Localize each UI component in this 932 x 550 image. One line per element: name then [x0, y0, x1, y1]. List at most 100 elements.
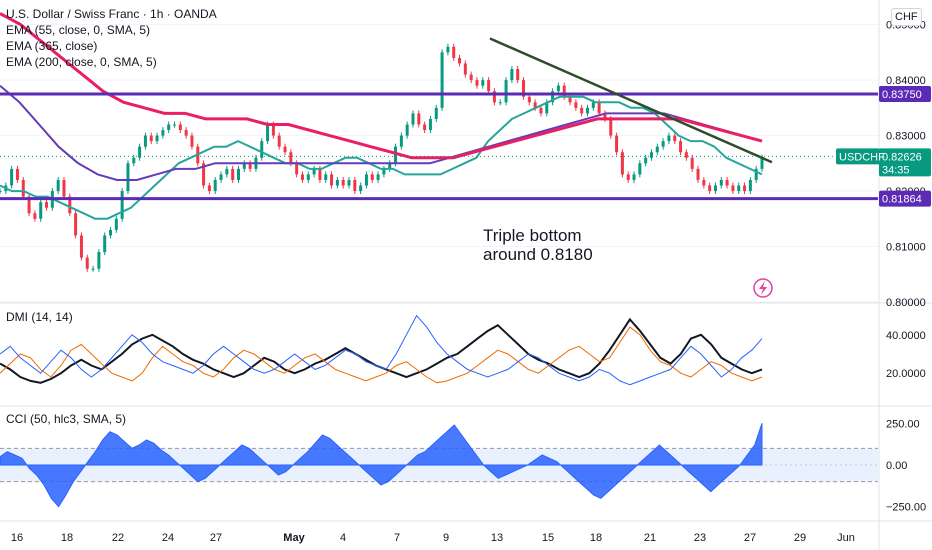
candle-body	[120, 191, 124, 219]
candle-body	[539, 107, 543, 114]
x-tick-label: 27	[744, 532, 756, 544]
candle-body	[132, 157, 136, 164]
candle-body	[719, 179, 723, 186]
dmi-y-tick-label: 40.0000	[886, 330, 926, 342]
candle-body	[248, 163, 252, 169]
y-tick-label: 0.83000	[886, 131, 926, 143]
candle-body	[638, 163, 642, 175]
candle-body	[283, 146, 287, 153]
x-tick-label: 4	[340, 532, 346, 544]
candle-body	[178, 124, 182, 131]
candle-body	[696, 168, 700, 180]
dmi-di_plus-line	[0, 326, 763, 384]
candle-body	[15, 168, 19, 180]
candle-body	[318, 168, 322, 180]
candle-body	[184, 130, 188, 136]
cci-y-tick-label: 250.00	[886, 418, 920, 430]
cci-area	[0, 423, 763, 508]
x-tick-label: 24	[162, 532, 174, 544]
candle-body	[399, 135, 403, 147]
candle-body	[103, 235, 107, 253]
candle-body	[475, 80, 479, 86]
candle-body	[597, 102, 601, 114]
candle-body	[330, 174, 334, 186]
candle-body	[737, 185, 741, 192]
x-tick-label: 9	[443, 532, 449, 544]
candle-body	[341, 179, 345, 186]
candle-body	[487, 80, 491, 92]
candle-body	[45, 202, 49, 208]
candle-body	[498, 102, 502, 104]
candle-body	[626, 174, 630, 180]
candle-body	[609, 118, 613, 136]
candle-body	[434, 107, 438, 119]
candle-body	[446, 46, 450, 53]
candle-body	[725, 179, 729, 186]
candle-body	[364, 174, 368, 186]
x-tick-label: 18	[61, 532, 73, 544]
candle-body	[114, 218, 118, 230]
candle-body	[382, 168, 386, 175]
cci-title[interactable]: CCI (50, hlc3, SMA, 5)	[6, 412, 127, 426]
candle-body	[27, 196, 31, 214]
x-tick-label: 29	[794, 532, 806, 544]
candle-body	[207, 185, 211, 192]
candle-body	[458, 57, 462, 64]
candle-body	[760, 157, 764, 169]
candle-body	[231, 168, 235, 180]
candle-body	[568, 96, 572, 103]
x-tick-label: 7	[394, 532, 400, 544]
lightning-icon-ring	[753, 278, 773, 298]
candle-body	[161, 130, 165, 136]
candle-body	[353, 179, 357, 192]
candle-body	[97, 252, 101, 269]
candle-body	[219, 174, 223, 180]
indicator-ema55-label[interactable]: EMA (55, close, 0, SMA, 5)	[6, 23, 151, 37]
candle-body	[591, 102, 595, 108]
annotation-text[interactable]: Triple bottom around 0.8180	[483, 226, 593, 264]
candle-body	[138, 146, 142, 158]
x-tick-label: 22	[112, 532, 124, 544]
cci-y-tick-label: 0.00	[886, 460, 907, 472]
candle-body	[492, 91, 496, 103]
symbol-title[interactable]: U.S. Dollar / Swiss Franc · 1h · OANDA	[6, 7, 217, 21]
candle-body	[109, 229, 113, 236]
x-tick-label: May	[283, 532, 305, 544]
candle-body	[242, 163, 246, 169]
x-tick-label: 15	[542, 532, 554, 544]
candle-body	[225, 168, 229, 175]
currency-button[interactable]: CHF	[891, 8, 922, 26]
candle-body	[527, 96, 531, 103]
countdown-tag: 34:35	[882, 164, 910, 176]
indicator-ema365-label[interactable]: EMA (365, close)	[6, 39, 98, 53]
candle-body	[423, 124, 427, 131]
candle-body	[743, 185, 747, 192]
candle-body	[79, 235, 83, 258]
candle-body	[149, 135, 153, 142]
candle-body	[68, 196, 72, 214]
candle-body	[516, 69, 520, 81]
candle-body	[661, 141, 665, 147]
candle-body	[236, 168, 240, 180]
candle-body	[74, 213, 78, 236]
candle-body	[574, 102, 578, 108]
indicator-ema200-label[interactable]: EMA (200, close, 0, SMA, 5)	[6, 55, 157, 69]
candle-body	[324, 174, 328, 180]
candle-body	[673, 135, 677, 142]
candle-body	[260, 141, 264, 158]
annotation-line-1: Triple bottom	[483, 226, 582, 245]
x-tick-label: 13	[491, 532, 503, 544]
candle-body	[167, 124, 171, 131]
dmi-title[interactable]: DMI (14, 14)	[6, 310, 73, 324]
support-price-tag: 0.81864	[882, 194, 922, 206]
candle-body	[655, 146, 659, 153]
candle-body	[580, 107, 584, 114]
dmi-di_minus-line	[0, 314, 763, 386]
last-price-tag-bg	[879, 148, 931, 177]
x-tick-label: 27	[210, 532, 222, 544]
candle-body	[632, 174, 636, 180]
candle-body	[748, 179, 752, 192]
candle-body	[370, 174, 374, 180]
support-price-tag-bg	[879, 190, 931, 207]
